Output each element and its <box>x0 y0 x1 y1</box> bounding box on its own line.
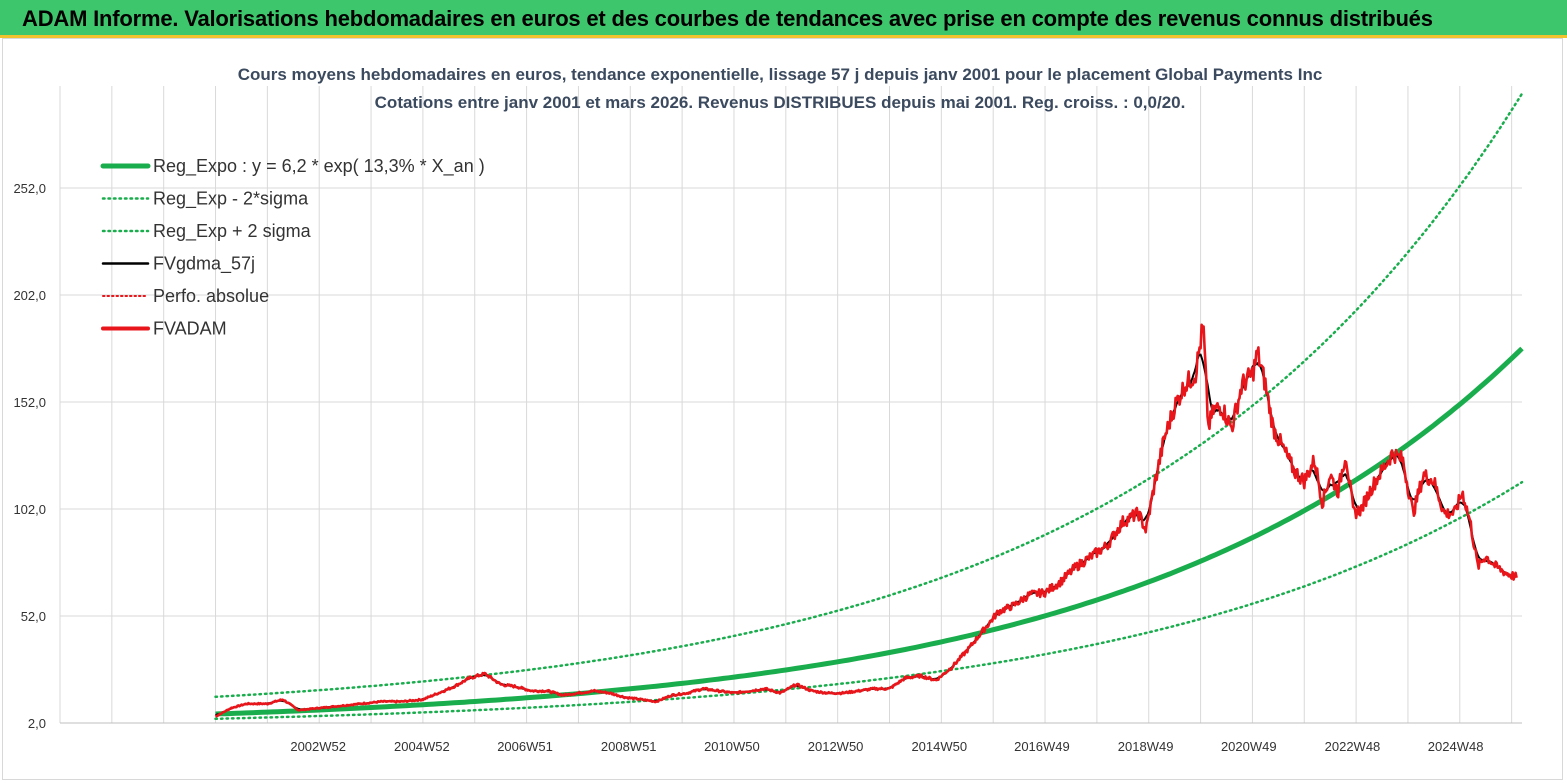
y-tick-label: 202,0 <box>13 288 46 303</box>
x-tick-label: 2020W49 <box>1221 739 1277 754</box>
y-tick-label: 2,0 <box>28 716 46 731</box>
chart-grid <box>59 86 1522 724</box>
x-tick-label: 2006W51 <box>497 739 553 754</box>
chart-title-line-1: Cours moyens hebdomadaires en euros, ten… <box>238 65 1323 84</box>
x-tick-label: 2008W51 <box>601 739 657 754</box>
series-reg-minus-2sigma <box>214 480 1524 721</box>
x-tick-label: 2016W49 <box>1014 739 1070 754</box>
x-axis: 2002W52 2004W52 2006W51 2008W51 2010W50 2012W… <box>290 739 1483 754</box>
legend-label: Reg_Expo : y = 6,2 * exp( 13,3% * X_an ) <box>153 156 485 177</box>
x-tick-label: 2018W49 <box>1118 739 1174 754</box>
y-tick-label: 152,0 <box>13 395 46 410</box>
y-tick-label: 252,0 <box>13 181 46 196</box>
y-tick-label: 102,0 <box>13 502 46 517</box>
legend-label: Reg_Exp + 2 sigma <box>153 221 312 242</box>
series-reg-expo <box>215 346 1524 717</box>
y-axis: 2,0 52,0 102,0 152,0 202,0 252,0 <box>13 181 46 731</box>
legend-label: Perfo. absolue <box>153 286 269 306</box>
x-tick-label: 2024W48 <box>1428 739 1484 754</box>
y-tick-label: 52,0 <box>21 609 46 624</box>
legend-label: Reg_Exp - 2*sigma <box>153 189 309 210</box>
report-title: ADAM Informe. Valorisations hebdomadaire… <box>22 6 1433 31</box>
series-fvgdma-57j <box>215 353 1517 717</box>
legend-label: FVgdma_57j <box>153 254 255 275</box>
x-tick-label: 2004W52 <box>394 739 450 754</box>
series-layer <box>214 92 1524 721</box>
report-banner: ADAM Informe. Valorisations hebdomadaire… <box>0 0 1567 38</box>
series-reg-plus-2sigma <box>214 92 1524 699</box>
x-tick-label: 2022W48 <box>1325 739 1381 754</box>
series-fvadam <box>214 323 1518 718</box>
x-tick-label: 2012W50 <box>808 739 864 754</box>
legend-label: FVADAM <box>153 319 227 339</box>
chart-legend: Reg_Expo : y = 6,2 * exp( 13,3% * X_an )… <box>100 156 485 339</box>
x-tick-label: 2014W50 <box>911 739 967 754</box>
chart-frame <box>2 38 1563 780</box>
x-tick-label: 2002W52 <box>290 739 346 754</box>
chart-title-line-2: Cotations entre janv 2001 et mars 2026. … <box>375 93 1186 112</box>
x-tick-label: 2010W50 <box>704 739 760 754</box>
